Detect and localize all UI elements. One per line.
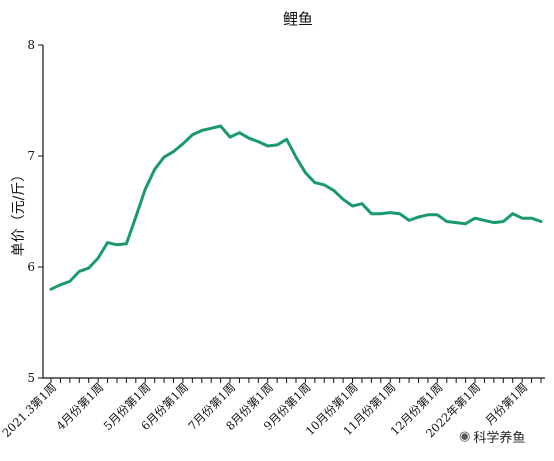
- data-point: [59, 283, 62, 286]
- data-point: [492, 221, 496, 224]
- data-point: [454, 221, 458, 224]
- data-point: [200, 129, 203, 132]
- data-point: [539, 220, 543, 223]
- data-point: [313, 181, 317, 184]
- data-point: [144, 188, 147, 191]
- data-point: [247, 137, 251, 140]
- data-point: [511, 212, 514, 215]
- data-point: [115, 243, 119, 246]
- data-point: [285, 138, 288, 141]
- y-tick-label: 6: [27, 260, 35, 274]
- x-tick-label: 2021.3第1周: [0, 380, 59, 440]
- data-point: [407, 219, 411, 222]
- data-point: [332, 189, 335, 192]
- data-point: [209, 127, 213, 130]
- data-point: [228, 135, 232, 139]
- data-point: [351, 204, 354, 208]
- data-point: [464, 222, 467, 225]
- y-axis: 5 6 7 8: [27, 38, 44, 385]
- data-point: [134, 215, 138, 219]
- data-point: [426, 213, 430, 217]
- data-point: [162, 155, 166, 159]
- data-point: [172, 150, 175, 153]
- data-point: [370, 212, 373, 215]
- data-point: [257, 140, 260, 143]
- data-point: [275, 143, 279, 147]
- data-point: [473, 216, 477, 220]
- data-point: [68, 280, 72, 283]
- x-tick-label: 月份第1周: [483, 380, 531, 428]
- data-point: [125, 242, 128, 245]
- data-point: [436, 213, 439, 217]
- data-point: [483, 219, 486, 222]
- data-point: [191, 133, 194, 137]
- y-axis-label: 单价（元/斤）: [11, 168, 27, 257]
- data-point: [266, 144, 269, 148]
- x-tick-label: 4月份第1周: [53, 380, 106, 433]
- data-point: [360, 202, 364, 205]
- wechat-icon: ◉: [459, 429, 471, 444]
- data-point: [323, 183, 326, 187]
- data-point: [96, 256, 100, 260]
- data-point: [238, 131, 241, 134]
- y-tick-label: 5: [27, 371, 35, 385]
- watermark: ◉ 科学养鱼: [456, 426, 529, 447]
- data-point: [417, 215, 420, 219]
- data-point: [49, 288, 53, 291]
- data-point: [219, 124, 222, 128]
- data-point: [520, 216, 524, 220]
- chart-title: 鲤鱼: [283, 10, 313, 28]
- data-point: [389, 211, 392, 214]
- watermark-text: 科学养鱼: [473, 431, 526, 446]
- data-point: [153, 168, 156, 171]
- data-point: [398, 212, 401, 215]
- data-point: [87, 266, 90, 270]
- data-point: [379, 212, 383, 215]
- y-tick-label: 7: [27, 149, 35, 163]
- y-tick-label: 8: [27, 38, 35, 52]
- data-point: [106, 241, 109, 244]
- series-line: [49, 124, 543, 291]
- data-point: [78, 270, 81, 273]
- data-point: [181, 142, 185, 145]
- data-point: [294, 155, 298, 159]
- data-point: [341, 198, 345, 201]
- series-layer: [49, 124, 543, 291]
- data-point: [445, 220, 448, 223]
- data-point: [530, 216, 533, 220]
- data-point: [304, 171, 307, 174]
- data-point: [502, 220, 505, 223]
